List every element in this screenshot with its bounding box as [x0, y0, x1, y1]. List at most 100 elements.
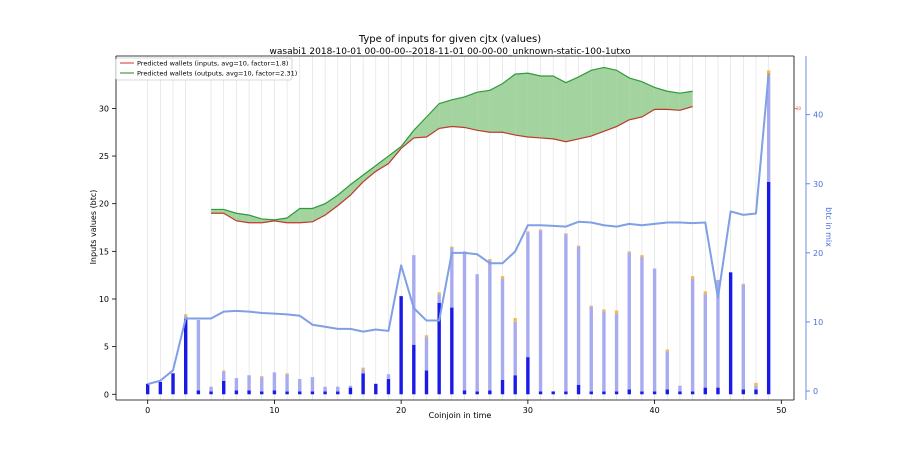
fill-between-band: [616, 70, 630, 127]
bar-remix: [652, 268, 657, 392]
bar-other: [690, 276, 695, 279]
fill-between-band: [413, 116, 427, 138]
bar-fresh: [589, 391, 593, 395]
bar-remix: [488, 259, 492, 391]
fill-between-band: [667, 91, 680, 111]
bar-other: [703, 291, 707, 295]
bar-remix: [285, 374, 289, 392]
bar-fresh: [703, 387, 707, 395]
legend: Predicted wallets (inputs, avg=10, facto…: [115, 57, 297, 81]
chart-title: Type of inputs for given cjtx (values): [358, 34, 541, 45]
y-axis-label: Inputs values (btc): [89, 190, 98, 265]
fill-between-band: [236, 213, 250, 223]
bar-remix: [475, 274, 479, 392]
bar-fresh: [386, 379, 391, 395]
fill-between-band: [641, 81, 655, 117]
x-tick-label: 0: [145, 406, 150, 415]
bar-fresh: [424, 370, 429, 395]
bar-remix: [538, 230, 543, 392]
bar-remix: [640, 257, 644, 392]
bar-remix: [576, 246, 581, 385]
bar-fresh: [665, 389, 669, 395]
y2-tick-label: 40: [813, 111, 823, 120]
bar-remix: [703, 294, 707, 388]
bar-fresh: [272, 390, 277, 395]
bar-fresh: [627, 389, 631, 395]
bar-fresh: [171, 373, 175, 395]
bar-fresh: [475, 391, 479, 395]
bar-remix: [614, 313, 619, 392]
y-tick-label: 30: [99, 104, 109, 113]
bar-other: [424, 335, 429, 338]
y2-tick-label: 30: [813, 180, 823, 189]
y2-tick-label: 10: [813, 318, 823, 327]
fill-between-band: [489, 83, 503, 133]
bar-fresh: [576, 384, 581, 395]
bar-fresh: [374, 383, 378, 395]
x-tick-label: 50: [776, 406, 786, 415]
bar-fresh: [310, 391, 315, 395]
bar-remix: [260, 377, 264, 392]
bar-fresh: [690, 391, 695, 395]
fill-between-band: [629, 77, 642, 120]
bar-other: [576, 245, 581, 247]
fill-between-band: [477, 90, 490, 133]
bar-remix: [386, 374, 391, 380]
bar-fresh: [222, 380, 226, 395]
y-tick-label: 15: [99, 247, 109, 256]
bar-remix: [564, 234, 568, 392]
bar-fresh: [450, 307, 454, 395]
fill-between-band: [299, 208, 313, 223]
fill-between-band: [223, 209, 237, 221]
bar-fresh: [336, 391, 340, 395]
bar-fresh: [716, 387, 720, 395]
bar-remix: [602, 311, 606, 392]
y2-tick-label: 0: [813, 387, 818, 396]
bar-other: [285, 373, 289, 375]
bar-other: [450, 246, 454, 248]
bar-remix: [450, 247, 454, 308]
fill-between-band: [211, 209, 224, 214]
x-tick-label: 30: [523, 406, 533, 415]
bar-fresh: [298, 391, 302, 395]
bar-fresh: [323, 391, 327, 395]
bar-fresh: [564, 391, 568, 395]
bar-fresh: [754, 389, 758, 395]
bar-fresh: [209, 391, 213, 395]
bar-other: [538, 229, 543, 231]
fill-between-band: [274, 217, 288, 223]
bar-remix: [298, 379, 302, 392]
bar-fresh: [741, 389, 746, 395]
y2-axis-label: btc in mix: [824, 207, 833, 247]
x-tick-label: 40: [650, 406, 660, 415]
fill-between-band: [249, 215, 262, 223]
fill-between-band: [515, 73, 528, 137]
fill-between-band: [363, 165, 376, 182]
fill-between-band: [502, 74, 516, 136]
bar-other: [589, 305, 593, 307]
bar-remix: [678, 385, 682, 392]
bar-fresh: [285, 391, 289, 395]
y-tick-label: 10: [99, 295, 109, 304]
bar-other: [602, 309, 606, 312]
legend-label-inputs: Predicted wallets (inputs, avg=10, facto…: [137, 60, 288, 68]
fill-between-band: [426, 103, 440, 137]
bar-remix: [690, 278, 695, 392]
bar-remix: [766, 76, 771, 182]
bar-fresh: [766, 181, 771, 395]
bar-other: [361, 367, 365, 370]
bar-other: [665, 349, 669, 352]
predicted-outputs-line: [211, 66, 693, 221]
bar-remix: [209, 386, 213, 392]
bar-fresh: [184, 319, 188, 395]
bar-remix: [665, 351, 669, 390]
bar-other: [754, 382, 758, 386]
bar-fresh: [247, 390, 251, 395]
fill-between-band: [527, 73, 541, 138]
fill-between-band: [603, 67, 617, 132]
bar-remix: [424, 337, 429, 371]
bar-fresh: [526, 357, 530, 395]
fill-between-band: [287, 208, 300, 223]
